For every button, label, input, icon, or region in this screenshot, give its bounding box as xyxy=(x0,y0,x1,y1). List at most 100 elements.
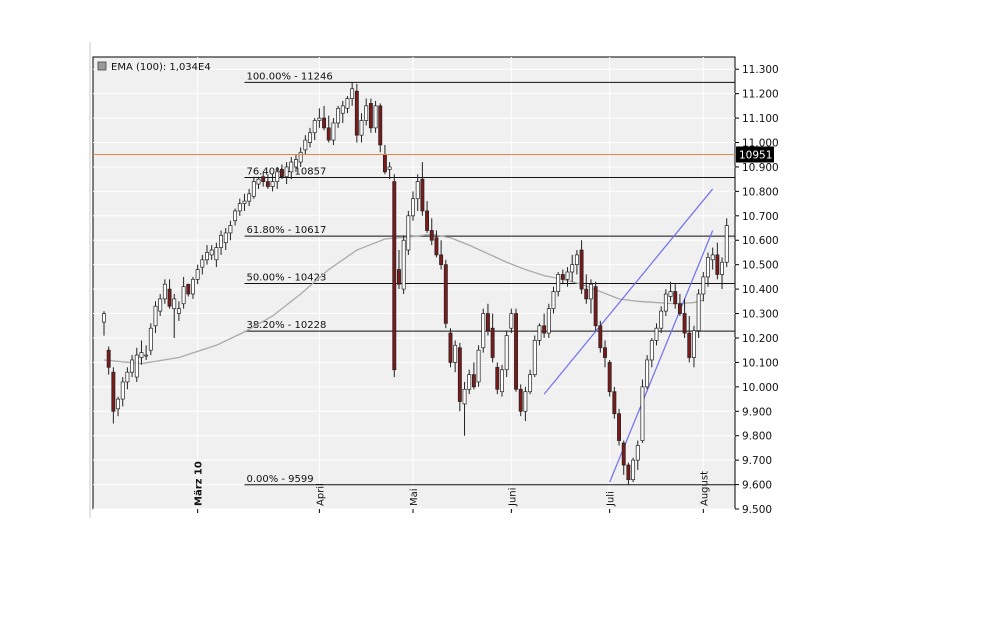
y-tick-label: 9.900 xyxy=(742,406,772,418)
candle-body xyxy=(214,247,219,261)
fib-level-label: 38.20% - 10228 xyxy=(246,320,326,331)
candle-body xyxy=(322,117,327,129)
candle-body xyxy=(378,105,383,146)
candle-body xyxy=(537,325,542,341)
candle-body xyxy=(631,459,636,481)
candle-body xyxy=(195,269,200,280)
candle-body xyxy=(448,332,453,363)
y-tick-label: 10.100 xyxy=(742,357,779,369)
candle-body xyxy=(579,249,584,290)
candle-body xyxy=(209,249,214,256)
candle-body xyxy=(668,291,673,297)
candle-body xyxy=(308,132,312,143)
candle-body xyxy=(659,310,664,329)
candle-body xyxy=(720,261,724,275)
price-marker-label: 10951 xyxy=(739,149,772,161)
candle-body xyxy=(284,166,289,178)
candle-body xyxy=(279,169,284,178)
candle-body xyxy=(172,298,177,310)
candle-body xyxy=(556,274,561,292)
trendline xyxy=(543,188,714,395)
candle-body xyxy=(509,313,514,329)
candle-body xyxy=(598,325,603,349)
y-tick-label: 10.600 xyxy=(742,235,779,247)
y-tick-label: 10.700 xyxy=(742,211,779,223)
candle-body xyxy=(677,303,682,314)
candle-body xyxy=(528,374,533,393)
y-tick-label: 9.800 xyxy=(742,431,772,443)
price-marker: 10951 xyxy=(93,146,774,163)
candle-body xyxy=(490,327,495,358)
x-axis: März 10 April Mai Juni Juli August xyxy=(194,461,710,513)
fib-level-label: 0.00% - 9599 xyxy=(246,474,313,485)
candle-body xyxy=(289,161,294,173)
candle-body xyxy=(453,344,458,363)
candle-body xyxy=(317,117,322,121)
candle-body xyxy=(429,230,434,241)
candle-body xyxy=(228,225,233,234)
candle-body xyxy=(462,388,467,405)
candle-body xyxy=(612,391,617,415)
candle-body xyxy=(617,413,621,441)
candle-body xyxy=(312,120,317,134)
y-tick-label: 11.000 xyxy=(742,138,779,150)
candle-body xyxy=(551,291,556,310)
candle-body xyxy=(546,308,551,334)
candle-body xyxy=(167,288,172,307)
candle-body xyxy=(387,166,392,170)
x-tick-label: Juli xyxy=(606,491,617,507)
candle-body xyxy=(237,203,242,212)
candle-body xyxy=(359,120,364,136)
candle-body xyxy=(233,210,238,222)
trendlines xyxy=(543,188,714,483)
candle-body xyxy=(411,198,415,217)
candle-body xyxy=(710,254,715,261)
y-tick-label: 10.000 xyxy=(742,382,779,394)
candle-body xyxy=(715,254,720,275)
x-tick-label: März 10 xyxy=(194,461,205,506)
candle-body xyxy=(144,354,149,357)
candle-body xyxy=(724,225,729,263)
candle-body xyxy=(270,181,275,187)
candle-body xyxy=(701,276,706,295)
candle-body xyxy=(481,313,486,349)
candle-body xyxy=(649,340,654,361)
candle-body xyxy=(116,398,120,410)
candle-body xyxy=(130,359,135,373)
candle-body xyxy=(542,325,547,334)
candle-body xyxy=(102,313,106,323)
candle-body xyxy=(673,291,678,305)
candle-body xyxy=(532,340,537,375)
candle-body xyxy=(191,278,195,295)
y-tick-label: 11.100 xyxy=(742,113,779,125)
candle-body xyxy=(354,90,359,136)
y-tick-label: 9.700 xyxy=(742,455,772,467)
candle-body xyxy=(134,354,139,378)
candle-body xyxy=(626,464,631,481)
y-tick-label: 10.300 xyxy=(742,309,779,321)
candles xyxy=(102,82,729,485)
ema-polyline xyxy=(103,233,704,365)
fib-level-label: 100.00% - 11246 xyxy=(246,71,332,82)
candle-body xyxy=(382,154,387,173)
candle-body xyxy=(443,264,448,324)
candle-body xyxy=(205,252,209,261)
ema-line xyxy=(103,233,704,365)
candle-body xyxy=(570,264,575,273)
candle-body xyxy=(645,359,650,388)
candle-body xyxy=(219,235,224,248)
candle-body xyxy=(298,151,303,163)
candle-body xyxy=(120,381,125,400)
fib-level-label: 61.80% - 10617 xyxy=(246,225,326,236)
candle-body xyxy=(565,271,570,280)
candle-body xyxy=(106,349,111,368)
candle-body xyxy=(640,386,645,441)
x-tick-label: April xyxy=(315,483,326,506)
y-tick-label: 10.200 xyxy=(742,333,779,345)
candle-body xyxy=(603,347,607,358)
y-tick-label: 9.500 xyxy=(742,504,772,516)
candle-body xyxy=(153,305,158,327)
